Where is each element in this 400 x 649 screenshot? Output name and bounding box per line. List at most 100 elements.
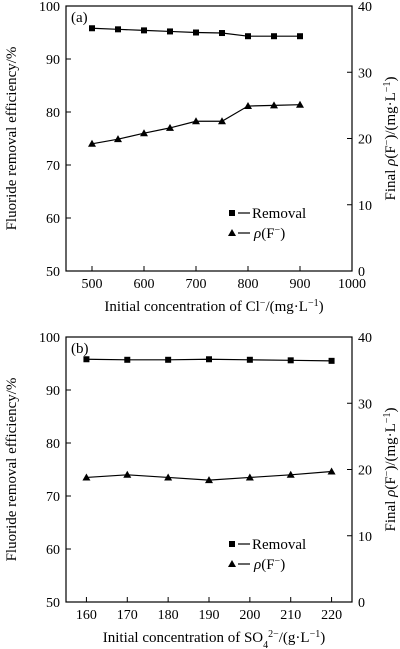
x-axis-label-part: ): [320, 630, 325, 646]
y-right-tick-label: 40: [358, 0, 372, 15]
y-right-tick-label: 0: [358, 265, 365, 280]
x-axis-label-part: −1: [308, 298, 319, 309]
x-tick-label: 190: [199, 608, 220, 623]
x-axis-label-part: −: [260, 298, 266, 309]
legend-label-rho-part: −: [275, 225, 281, 236]
y-right-axis-label-part: Final: [383, 166, 399, 201]
legend-marker-triangle: [228, 560, 236, 567]
legend-label-rho-part: (F: [261, 557, 274, 573]
legend-label-rho-part: ρ: [253, 226, 261, 242]
y-right-axis-label-part: )/(mg·L: [383, 92, 399, 139]
y-left-tick-label: 80: [46, 437, 60, 452]
data-point-triangle: [88, 139, 96, 147]
data-point-triangle: [114, 135, 122, 143]
x-tick-label: 700: [186, 277, 207, 292]
data-point-square: [287, 357, 294, 364]
y-left-tick-label: 50: [46, 596, 60, 611]
plot-frame: [65, 5, 353, 272]
data-point-square: [167, 28, 173, 35]
x-tick-label: 210: [280, 608, 301, 623]
legend-label-rho-part: ): [280, 557, 285, 573]
y-right-axis-label-part: −1: [382, 82, 393, 93]
legend-label-rho-part: ρ: [253, 557, 261, 573]
x-axis-label-part: 2−: [268, 629, 279, 640]
data-point-triangle: [296, 100, 304, 108]
x-axis-label: Initial concentration of Cl−/(mg·L−1): [104, 298, 323, 316]
y-right-axis-label-part: (F: [383, 145, 399, 158]
data-point-triangle: [164, 473, 173, 481]
x-tick-label: 200: [239, 608, 260, 623]
data-point-triangle: [205, 476, 213, 484]
y-left-tick-label: 80: [46, 106, 60, 121]
data-point-square: [141, 27, 147, 34]
data-point-triangle: [327, 467, 336, 475]
x-axis-label: Initial concentration of SO42−/(g·L−1): [103, 629, 325, 649]
y-left-tick-label: 100: [39, 0, 60, 15]
y-right-axis-label-part: ρ: [383, 490, 399, 498]
x-axis-label-part: Initial concentration of Cl: [104, 299, 259, 315]
y-right-tick-label: 20: [358, 133, 372, 148]
data-point-triangle: [140, 129, 148, 137]
panel-b: (b) 160 170 180 190 200 210 220 50 60 70 80 90 100 0 10…: [4, 331, 399, 649]
data-point-square: [219, 30, 225, 37]
legend-label-rho-part: ): [280, 226, 285, 242]
data-point-triangle: [123, 470, 132, 478]
y-left-axis-label: Fluoride removal efficiency/%: [4, 378, 20, 562]
data-point-square: [165, 356, 172, 363]
data-point-triangle: [245, 473, 254, 481]
x-axis-label-part: /(g·L: [279, 630, 310, 646]
x-axis-label-part: −1: [310, 629, 321, 640]
y-left-tick-label: 60: [46, 212, 60, 227]
legend-label-rho-part: −: [275, 556, 281, 567]
y-right-tick-label: 30: [358, 397, 372, 412]
legend-marker-square: [229, 210, 235, 216]
y-left-tick-label: 70: [46, 159, 60, 174]
y-right-axis-label-part: ): [383, 408, 399, 413]
x-tick-label: 1000: [338, 277, 366, 292]
y-right-axis-label-part: −: [382, 139, 393, 145]
legend-marker-triangle: [228, 229, 236, 236]
y-right-tick-label: 10: [358, 199, 372, 214]
x-tick-label: 170: [117, 608, 138, 623]
data-point-square: [328, 357, 335, 364]
data-point-square: [89, 25, 95, 32]
data-point-square: [115, 26, 121, 33]
legend-marker-square: [229, 541, 235, 547]
y-left-tick-label: 90: [46, 53, 60, 68]
x-tick-label: 600: [134, 277, 155, 292]
data-point-triangle: [270, 101, 278, 109]
x-axis-label-part: /(mg·L: [265, 299, 308, 315]
y-right-tick-label: 10: [358, 530, 372, 545]
y-left-tick-label: 90: [46, 384, 60, 399]
legend-label-rho-part: (F: [261, 226, 274, 242]
y-right-axis-label: Final ρ(F−)/(mg·L−1): [382, 77, 400, 201]
y-right-axis-label-part: −1: [382, 413, 393, 424]
legend-label-removal: Removal: [252, 537, 306, 553]
legend-label-removal: Removal: [252, 206, 306, 222]
data-point-square: [245, 33, 251, 40]
data-point-square: [297, 33, 303, 40]
panel-a: (a)500 600 700 800 900 1000506070809010001020…: [4, 0, 399, 315]
y-right-axis-label-part: −: [382, 470, 393, 476]
y-right-tick-label: 40: [358, 331, 372, 346]
data-point-square: [83, 356, 90, 363]
data-point-triangle: [244, 102, 252, 110]
y-right-axis-label-part: (F: [383, 476, 399, 489]
y-left-axis-label: Fluoride removal efficiency/%: [4, 47, 20, 231]
data-point-triangle: [218, 117, 226, 125]
plot-frame: [65, 336, 353, 603]
y-left-tick-label: 100: [39, 331, 60, 346]
y-right-axis-label: Final ρ(F−)/(mg·L−1): [382, 408, 400, 532]
legend-label-rho: ρ(F−): [253, 225, 285, 243]
x-tick-label: 500: [82, 277, 103, 292]
data-point-square: [193, 29, 199, 36]
x-tick-label: 900: [290, 277, 311, 292]
panel-label: (a): [71, 10, 88, 26]
y-right-axis-label-part: ρ: [383, 159, 399, 167]
data-point-triangle: [192, 117, 200, 125]
y-right-axis-label-part: )/(mg·L: [383, 423, 399, 470]
x-tick-label: 160: [76, 608, 97, 623]
x-axis-label-part: 4: [263, 640, 268, 649]
x-axis-label-part: ): [319, 299, 324, 315]
y-right-tick-label: 20: [358, 464, 372, 479]
